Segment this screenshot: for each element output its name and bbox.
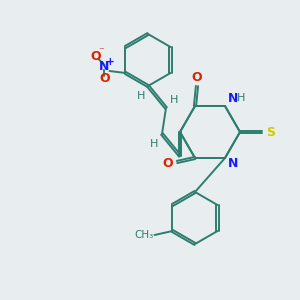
Text: N: N [228, 92, 238, 104]
Text: N: N [228, 158, 238, 170]
Text: ⁻: ⁻ [98, 46, 104, 56]
Text: H: H [237, 93, 245, 103]
Text: CH₃: CH₃ [135, 230, 154, 240]
Text: O: O [192, 70, 202, 83]
Text: H: H [150, 139, 158, 149]
Text: O: O [90, 50, 101, 62]
Text: S: S [266, 125, 275, 139]
Text: O: O [99, 71, 110, 85]
Text: +: + [106, 57, 115, 67]
Text: N: N [99, 61, 110, 74]
Text: H: H [137, 91, 145, 101]
Text: O: O [163, 158, 173, 170]
Text: H: H [170, 95, 178, 105]
